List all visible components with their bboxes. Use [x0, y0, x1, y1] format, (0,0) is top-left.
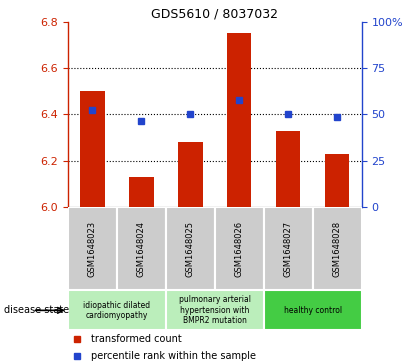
- Text: percentile rank within the sample: percentile rank within the sample: [91, 351, 256, 361]
- Text: disease state: disease state: [4, 305, 69, 315]
- Bar: [313, 207, 362, 290]
- Bar: [80, 91, 104, 207]
- Text: GSM1648026: GSM1648026: [235, 221, 244, 277]
- Text: GSM1648025: GSM1648025: [186, 221, 195, 277]
- Bar: [264, 207, 313, 290]
- Bar: [264, 290, 362, 330]
- Text: GSM1648028: GSM1648028: [332, 221, 342, 277]
- Text: healthy control: healthy control: [284, 306, 342, 315]
- Text: pulmonary arterial
hypertension with
BMPR2 mutation: pulmonary arterial hypertension with BMP…: [179, 295, 251, 325]
- Bar: [215, 207, 264, 290]
- Text: GSM1648023: GSM1648023: [88, 221, 97, 277]
- Bar: [129, 177, 154, 207]
- Text: transformed count: transformed count: [91, 334, 182, 344]
- Bar: [178, 142, 203, 207]
- Text: GSM1648027: GSM1648027: [284, 221, 293, 277]
- Bar: [166, 207, 215, 290]
- Bar: [117, 207, 166, 290]
- Bar: [68, 207, 117, 290]
- Text: idiopathic dilated
cardiomyopathy: idiopathic dilated cardiomyopathy: [83, 301, 150, 320]
- Bar: [276, 131, 300, 207]
- Text: GSM1648024: GSM1648024: [137, 221, 146, 277]
- Bar: [325, 154, 349, 207]
- Bar: [227, 33, 252, 207]
- Bar: [166, 290, 264, 330]
- Bar: [68, 290, 166, 330]
- Title: GDS5610 / 8037032: GDS5610 / 8037032: [151, 8, 278, 21]
